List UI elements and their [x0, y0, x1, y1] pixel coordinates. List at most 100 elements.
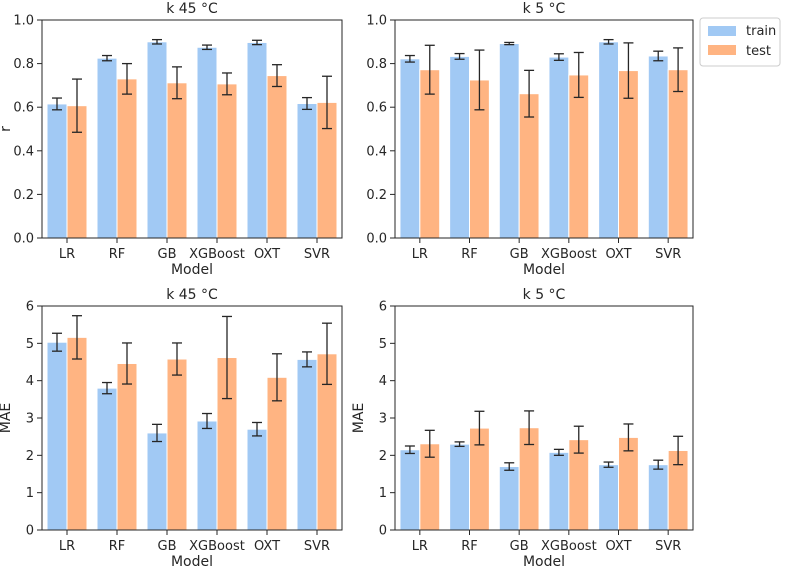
bar-test-rf	[116, 78, 138, 239]
bar-train-gb	[146, 432, 168, 531]
y-tick-label: 1.0	[366, 14, 387, 29]
x-axis-label: Model	[171, 554, 213, 570]
y-axis-label: MAE	[351, 403, 367, 434]
x-tick-label: XGBoost	[189, 539, 245, 554]
bar-test-svr	[667, 69, 689, 239]
y-tick-label: 6	[379, 300, 387, 315]
y-tick-label: 0	[26, 524, 34, 539]
y-tick-label: 0.0	[366, 232, 387, 247]
x-tick-label: GB	[510, 539, 529, 554]
bar-train-rf	[96, 387, 118, 531]
bar-train-xgboost	[548, 56, 570, 239]
y-tick-label: 0.4	[366, 144, 387, 159]
y-tick-label: 4	[379, 374, 387, 389]
y-tick-label: 2	[379, 449, 387, 464]
x-tick-label: OXT	[605, 539, 631, 554]
chart-title: k 5 °C	[523, 287, 566, 303]
bar-test-rf	[116, 362, 138, 531]
x-tick-label: XGBoost	[541, 539, 597, 554]
bar-train-xgboost	[196, 420, 218, 531]
legend: train test	[699, 17, 781, 67]
bar-train-svr	[296, 102, 318, 239]
bar-test-lr	[66, 336, 88, 531]
x-tick-label: GB	[158, 539, 177, 554]
bar-train-gb	[498, 466, 520, 531]
chart-panel-3: 0 1 2 3 4 5 6 LR RF GB XGBoost OXT SVR k 45 °C Model MA…	[0, 287, 343, 570]
x-axis-label: Model	[171, 262, 213, 278]
bar-train-oxt	[598, 41, 620, 239]
x-tick-label: RF	[461, 539, 478, 554]
y-tick-label: 3	[379, 412, 387, 427]
x-tick-label: LR	[59, 539, 75, 554]
bar-train-svr	[647, 464, 669, 531]
x-tick-label: RF	[109, 247, 126, 262]
chart-title: k 45 °C	[166, 1, 218, 17]
x-tick-label: XGBoost	[189, 247, 245, 262]
chart-title: k 5 °C	[523, 1, 566, 17]
legend-swatch-train	[708, 26, 736, 36]
y-tick-label: 2	[26, 449, 34, 464]
x-axis-label: Model	[523, 554, 565, 570]
bar-train-svr	[647, 55, 669, 239]
x-tick-label: SVR	[655, 247, 681, 262]
x-tick-label: GB	[158, 247, 177, 262]
x-tick-label: SVR	[655, 539, 681, 554]
y-tick-label: 0.2	[366, 188, 387, 203]
y-axis-label: r	[0, 126, 14, 132]
bar-train-svr	[296, 358, 318, 531]
x-tick-label: LR	[59, 247, 75, 262]
y-tick-label: 0	[379, 524, 387, 539]
y-tick-label: 0.8	[366, 57, 387, 72]
y-axis-label: MAE	[0, 403, 14, 434]
chart-panel-4: 0 1 2 3 4 5 6 LR RF GB XGBoost OXT SVR k 5 °C Model MAE	[351, 287, 694, 570]
chart-panel-1: 0.0 0.2 0.4 0.6 0.8 1.0 LR RF GB XGBoost OXT SVR k 4…	[0, 1, 343, 278]
x-tick-label: RF	[109, 539, 126, 554]
y-tick-label: 1	[26, 486, 34, 501]
chart-title: k 45 °C	[166, 287, 218, 303]
y-tick-label: 5	[379, 337, 387, 352]
bar-train-rf	[449, 443, 470, 531]
x-tick-label: SVR	[304, 539, 330, 554]
bar-train-lr	[46, 341, 68, 531]
axes-frame	[41, 19, 343, 239]
x-tick-label: XGBoost	[541, 247, 597, 262]
bar-train-oxt	[246, 428, 268, 531]
y-tick-label: 0.6	[366, 101, 387, 116]
legend-label-train: train	[746, 24, 776, 39]
y-tick-label: 0.2	[13, 188, 34, 203]
bar-train-lr	[399, 58, 421, 239]
bar-train-xgboost	[196, 46, 218, 239]
bar-train-lr	[46, 103, 68, 239]
y-tick-label: 1.0	[13, 14, 34, 29]
bar-test-lr	[419, 69, 441, 239]
y-tick-label: 0.6	[13, 101, 34, 116]
bar-test-oxt	[266, 75, 288, 239]
bar-train-rf	[96, 57, 118, 239]
axes-frame	[41, 305, 343, 531]
x-tick-label: GB	[510, 247, 529, 262]
x-tick-label: OXT	[254, 247, 280, 262]
bar-train-xgboost	[548, 451, 570, 531]
bar-train-lr	[399, 449, 421, 531]
y-tick-label: 5	[26, 337, 34, 352]
x-axis-label: Model	[523, 262, 565, 278]
y-tick-label: 0.4	[13, 144, 34, 159]
chart-panel-2: 0.0 0.2 0.4 0.6 0.8 1.0 LR RF GB XGBoost OXT SVR k 5…	[366, 1, 694, 278]
bar-train-oxt	[246, 41, 268, 239]
legend-label-test: test	[746, 44, 771, 59]
x-tick-label: LR	[412, 247, 428, 262]
x-tick-label: OXT	[605, 247, 631, 262]
bar-train-rf	[449, 55, 470, 239]
bar-test-gb	[166, 358, 188, 531]
y-tick-label: 0.8	[13, 57, 34, 72]
bar-train-gb	[146, 41, 168, 239]
axes-frame	[394, 19, 694, 239]
y-tick-label: 0.0	[13, 232, 34, 247]
x-tick-label: LR	[412, 539, 428, 554]
x-tick-label: RF	[461, 247, 478, 262]
chart-panels: 0.0 0.2 0.4 0.6 0.8 1.0 LR RF GB XGBoost OXT SVR k 4…	[0, 1, 694, 570]
legend-swatch-test	[708, 45, 736, 55]
x-tick-label: SVR	[304, 247, 330, 262]
x-tick-label: OXT	[254, 539, 280, 554]
